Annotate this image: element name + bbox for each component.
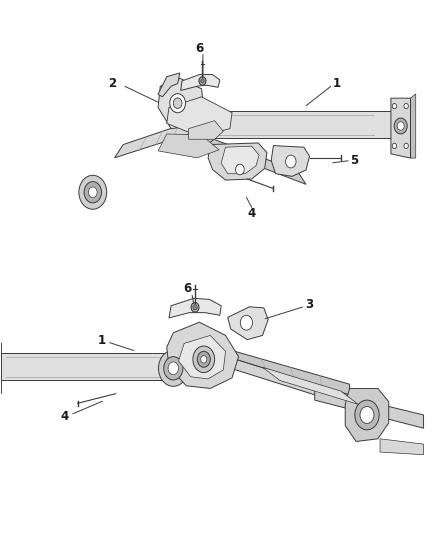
Text: 4: 4 (247, 207, 256, 220)
Circle shape (88, 187, 97, 198)
Polygon shape (262, 367, 358, 405)
Circle shape (404, 103, 408, 109)
Polygon shape (201, 342, 350, 395)
Circle shape (397, 122, 404, 130)
Circle shape (159, 350, 188, 386)
Polygon shape (391, 98, 410, 158)
Text: 4: 4 (60, 409, 69, 423)
Circle shape (197, 351, 210, 367)
Polygon shape (380, 439, 424, 455)
Polygon shape (210, 351, 358, 409)
Circle shape (189, 108, 219, 144)
Polygon shape (167, 97, 232, 136)
Polygon shape (315, 389, 424, 428)
Circle shape (236, 164, 244, 175)
Polygon shape (410, 94, 416, 158)
Polygon shape (208, 143, 267, 180)
Polygon shape (228, 307, 268, 340)
Circle shape (193, 346, 215, 373)
Circle shape (84, 182, 102, 203)
Circle shape (173, 98, 182, 109)
Circle shape (168, 362, 179, 375)
Circle shape (240, 316, 253, 330)
Text: 6: 6 (195, 42, 204, 54)
Polygon shape (193, 111, 391, 138)
Circle shape (201, 356, 207, 363)
Polygon shape (188, 120, 223, 139)
Circle shape (201, 79, 204, 83)
Circle shape (170, 94, 185, 113)
Text: 1: 1 (97, 334, 106, 347)
Circle shape (286, 155, 296, 168)
Polygon shape (193, 131, 306, 184)
Circle shape (360, 407, 374, 423)
Polygon shape (158, 78, 204, 128)
Polygon shape (167, 322, 239, 389)
Text: 3: 3 (305, 298, 314, 311)
Circle shape (392, 143, 396, 149)
Circle shape (392, 103, 396, 109)
Circle shape (355, 400, 379, 430)
Polygon shape (0, 341, 1, 396)
Circle shape (404, 143, 408, 149)
Circle shape (191, 303, 199, 312)
Circle shape (194, 114, 213, 138)
Text: 1: 1 (332, 77, 341, 90)
Polygon shape (345, 389, 389, 441)
Circle shape (193, 305, 197, 310)
Polygon shape (158, 73, 180, 97)
Polygon shape (169, 298, 221, 318)
Polygon shape (115, 118, 201, 158)
Polygon shape (181, 75, 220, 91)
Circle shape (199, 77, 206, 85)
Circle shape (164, 357, 183, 380)
Polygon shape (221, 146, 259, 174)
Text: 5: 5 (350, 154, 358, 167)
Circle shape (198, 119, 209, 132)
Polygon shape (1, 353, 182, 380)
Polygon shape (179, 335, 226, 379)
Circle shape (79, 175, 107, 209)
Polygon shape (158, 134, 219, 158)
Text: 6: 6 (184, 282, 192, 295)
Polygon shape (271, 146, 310, 176)
Circle shape (394, 118, 407, 134)
Text: 2: 2 (108, 77, 117, 90)
